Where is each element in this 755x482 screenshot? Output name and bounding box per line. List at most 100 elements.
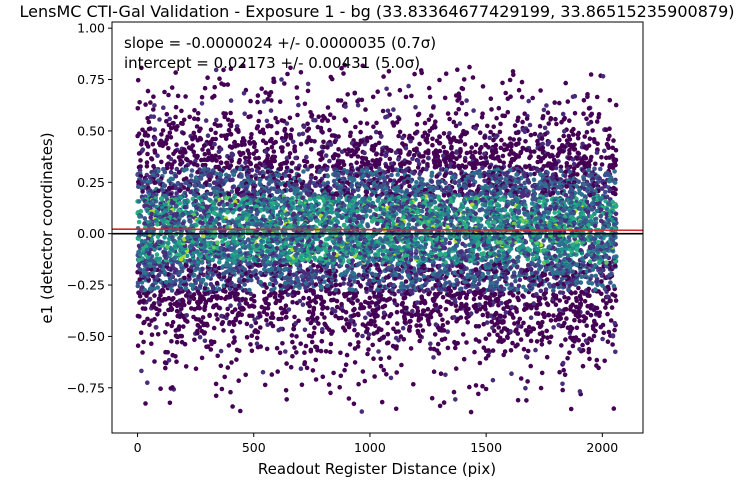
data-point [258,270,263,276]
data-point [595,141,600,146]
data-point [605,311,610,317]
data-point [515,295,520,301]
data-point [607,97,613,103]
data-point [408,346,414,351]
data-point [234,357,239,362]
data-point [602,148,607,154]
data-point [609,305,615,310]
data-point [545,141,551,147]
data-point [518,376,524,381]
data-point [340,171,346,176]
data-point [219,313,224,319]
data-point [441,400,447,405]
data-point [242,111,247,116]
data-point [145,316,150,322]
data-point [605,137,611,142]
data-point [177,324,182,329]
data-point [163,141,169,146]
data-point [568,406,574,412]
data-point [406,311,411,316]
data-point [432,164,438,170]
data-point [611,406,617,411]
data-point [302,360,308,365]
data-point [613,349,618,355]
data-point [486,348,491,353]
data-point [429,395,435,401]
data-point [503,310,509,315]
data-point [208,141,213,147]
data-point [258,325,263,330]
data-point [560,149,566,154]
data-point [243,160,248,165]
data-point [378,356,384,362]
data-point [587,356,592,362]
data-point [274,130,280,136]
data-point [437,134,443,140]
data-point [476,391,481,397]
data-point [443,307,449,312]
data-point [321,139,326,145]
data-point [274,345,280,351]
data-point [297,298,303,304]
data-point [358,129,363,135]
data-point [382,303,388,309]
data-point [147,296,153,302]
data-point [333,287,339,293]
data-point [208,127,214,133]
data-point [328,142,334,147]
data-point [560,111,566,117]
data-point [519,94,525,100]
data-point [386,340,391,346]
data-point [229,145,235,150]
data-point [528,315,534,321]
data-point [168,125,174,131]
data-point [322,321,328,327]
scatter-points [135,62,619,415]
data-point [205,133,211,138]
data-point [600,74,606,79]
data-point [394,309,400,315]
data-point [251,151,256,156]
data-point [315,294,321,299]
data-point [146,126,152,132]
data-point [347,133,353,139]
data-point [473,337,479,342]
data-point [263,90,268,95]
data-point [421,159,426,164]
data-point [495,332,500,338]
data-point [594,363,599,368]
data-point [170,319,176,325]
data-point [151,107,156,112]
data-point [318,152,324,157]
data-point [610,333,616,338]
data-point [265,169,271,175]
data-point [156,296,162,302]
data-point [352,312,357,318]
data-point [599,279,604,284]
data-point [518,337,524,342]
data-point [336,134,341,139]
data-point [169,339,174,344]
data-point [318,348,324,354]
data-point [247,269,252,274]
data-point [279,316,284,322]
data-point [192,337,197,343]
data-point [308,138,314,144]
data-point [442,336,448,342]
data-point [494,296,500,302]
data-point [264,296,269,302]
data-point [379,399,385,405]
data-point [422,298,427,304]
data-point [592,318,597,324]
data-point [442,173,448,178]
data-point [466,283,471,288]
data-point [425,306,431,312]
data-point [323,349,329,354]
data-point [442,95,448,101]
data-point [159,132,164,137]
data-point [205,75,210,80]
data-point [203,118,209,123]
data-point [352,279,357,284]
data-point [481,287,487,292]
data-point [237,302,242,307]
